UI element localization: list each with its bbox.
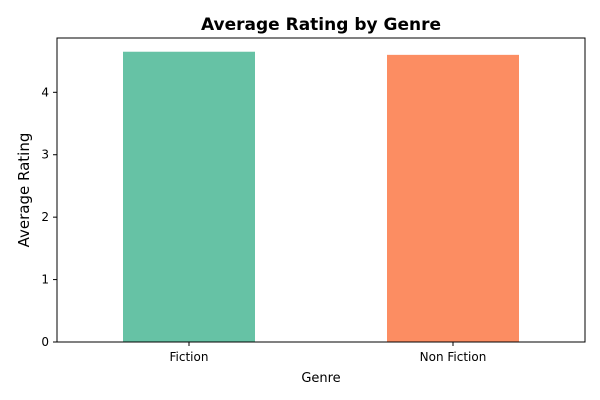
y-tick-label: 3 [41,148,49,162]
plot-area [123,51,519,342]
y-tick-label: 0 [41,335,49,349]
y-axis: 0 1 2 3 4 [41,85,57,349]
y-tick-label: 4 [41,85,49,99]
x-tick-label: Fiction [170,350,209,364]
bar-fiction [123,51,255,342]
x-axis-label: Genre [301,371,340,386]
chart-title: Average Rating by Genre [201,15,441,35]
y-axis-label: Average Rating [15,133,33,248]
bar-non-fiction [387,54,519,342]
x-tick-label: Non Fiction [420,350,487,364]
plot-frame [56,37,586,343]
y-tick-label: 2 [41,210,49,224]
x-axis: Fiction Non Fiction [170,342,487,364]
y-tick-label: 1 [41,273,49,287]
